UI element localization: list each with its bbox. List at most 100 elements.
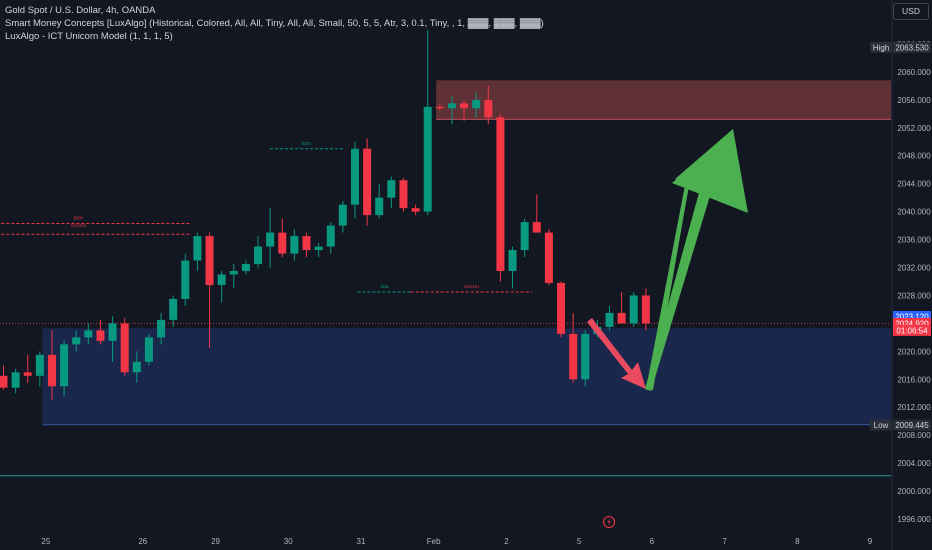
candle-body xyxy=(23,372,32,376)
candle xyxy=(350,141,359,219)
candle xyxy=(84,323,93,345)
candle xyxy=(423,30,432,216)
time-tick-label: 25 xyxy=(41,537,50,546)
candle-body xyxy=(387,180,396,198)
candle xyxy=(411,204,420,216)
last-price-label-box xyxy=(893,310,931,322)
green-up-arrow-head xyxy=(672,129,748,213)
price-tick-label: 2012.000 xyxy=(897,403,931,412)
zones-layer xyxy=(42,80,892,426)
candle-body xyxy=(72,337,81,345)
candle xyxy=(241,260,250,275)
candle-body xyxy=(35,354,44,376)
candle xyxy=(629,291,638,327)
candle xyxy=(399,178,408,212)
candle-body xyxy=(96,330,105,341)
candle xyxy=(132,351,141,383)
candle xyxy=(338,201,347,233)
candle-body xyxy=(108,323,117,341)
candle-body xyxy=(350,148,359,205)
candle-body xyxy=(472,99,481,109)
candle xyxy=(460,99,469,121)
high-label-box xyxy=(893,41,931,53)
candle xyxy=(181,253,190,306)
countdown-label-box xyxy=(893,324,931,336)
candle xyxy=(569,312,578,383)
currency-button[interactable]: USD xyxy=(893,3,929,20)
candle-body xyxy=(314,246,323,251)
bid-label-box xyxy=(893,317,931,329)
time-axis[interactable]: 25 26 29 30 31 Feb 2 5 6 7 8 9 xyxy=(41,537,872,546)
indicator-smc-title[interactable]: Smart Money Concepts [LuxAlgo] (Historic… xyxy=(5,18,544,29)
structure-label: BOS xyxy=(302,141,312,146)
candle-body xyxy=(411,208,420,212)
indicator-unicorn-title[interactable]: LuxAlgo - ICT Unicorn Model (1, 1, 1, 5) xyxy=(5,31,173,42)
candle-body xyxy=(266,232,275,247)
candle xyxy=(193,232,202,272)
price-tick-label: 2060.000 xyxy=(897,68,931,77)
price-tick-label: 2004.000 xyxy=(897,459,931,468)
candle-body xyxy=(605,312,614,327)
candle-body xyxy=(508,250,517,272)
candle xyxy=(144,333,153,366)
candle xyxy=(605,305,614,331)
candle-body xyxy=(399,180,408,209)
candle-body xyxy=(629,295,638,324)
candle-body xyxy=(47,354,56,387)
time-tick-label: 6 xyxy=(650,537,655,546)
candle-body xyxy=(0,375,8,388)
candle-body xyxy=(581,333,590,380)
candle-body xyxy=(217,274,226,285)
candle xyxy=(120,317,129,376)
price-tick-label: 2008.000 xyxy=(897,431,931,440)
candle-body xyxy=(484,99,493,118)
candle xyxy=(72,330,81,352)
candle xyxy=(496,113,505,282)
bid-label-value: 2024.920 xyxy=(895,319,929,328)
time-tick-label: 30 xyxy=(284,537,293,546)
candles-layer xyxy=(0,30,650,401)
candle-body xyxy=(496,117,505,272)
supply-zone xyxy=(436,80,891,120)
candle-body xyxy=(254,246,263,265)
structure-label: CHoCH xyxy=(464,284,480,289)
candle xyxy=(447,96,456,125)
candle xyxy=(302,232,311,258)
candle-body xyxy=(447,103,456,109)
candle-body xyxy=(132,361,141,373)
candle-body xyxy=(60,344,69,387)
candle-body xyxy=(557,282,566,334)
price-tick-label: 2048.000 xyxy=(897,152,931,161)
structure-label: BSH xyxy=(74,216,83,221)
price-tick-label: 2020.000 xyxy=(897,347,931,356)
candle xyxy=(217,271,226,303)
candle-body xyxy=(544,232,553,283)
price-tick-label: 1996.000 xyxy=(897,515,931,524)
candle xyxy=(254,236,263,268)
candle xyxy=(290,229,299,261)
candle-body xyxy=(460,103,469,109)
high-label-value: 2063.530 xyxy=(895,43,929,52)
candle-body xyxy=(338,204,347,226)
price-tick-label: 2052.000 xyxy=(897,124,931,133)
candle xyxy=(435,103,444,111)
low-tag: Low xyxy=(874,421,889,430)
time-tick-label: 8 xyxy=(795,537,800,546)
replay-clock-icon[interactable] xyxy=(602,515,616,529)
candle-body xyxy=(84,330,93,338)
candle-body xyxy=(181,260,190,299)
candle xyxy=(60,340,69,397)
chart-legend: Gold Spot / U.S. Dollar, 4h, OANDA Smart… xyxy=(5,4,544,43)
symbol-title[interactable]: Gold Spot / U.S. Dollar, 4h, OANDA xyxy=(5,5,156,16)
candle-body xyxy=(241,264,250,272)
candle xyxy=(266,208,275,268)
candle-body xyxy=(229,271,238,275)
candle xyxy=(581,330,590,387)
candle-body xyxy=(290,236,299,254)
candle xyxy=(229,264,238,289)
candle-body xyxy=(532,222,541,233)
candle xyxy=(326,222,335,254)
candle xyxy=(169,295,178,327)
